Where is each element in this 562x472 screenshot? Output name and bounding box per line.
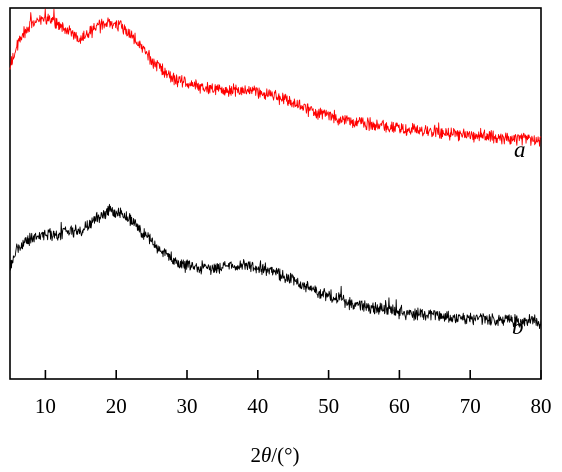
x-axis-title-prefix: 2 bbox=[250, 443, 261, 467]
x-tick-label: 30 bbox=[177, 394, 198, 418]
x-axis-ticks bbox=[44, 370, 542, 379]
x-axis-title-unit: /(°) bbox=[271, 443, 299, 467]
series-label-a: a bbox=[514, 137, 526, 162]
x-tick-label: 80 bbox=[531, 394, 552, 418]
series-line-b bbox=[9, 203, 542, 330]
series-label-b: b bbox=[512, 314, 524, 339]
x-tick-label: 40 bbox=[247, 394, 268, 418]
x-tick-label: 60 bbox=[389, 394, 410, 418]
x-axis-title: 2θ/(°) bbox=[250, 443, 299, 467]
plot-frame bbox=[9, 7, 542, 380]
x-tick-label: 70 bbox=[460, 394, 481, 418]
x-axis-tick-labels: 10 20 30 40 50 60 70 80 bbox=[35, 394, 552, 418]
x-tick-label: 20 bbox=[106, 394, 127, 418]
series-line-a bbox=[9, 8, 542, 147]
x-axis-title-theta: θ bbox=[261, 443, 271, 467]
series-curves bbox=[9, 8, 542, 330]
x-tick-label: 10 bbox=[35, 394, 56, 418]
x-tick-label: 50 bbox=[318, 394, 339, 418]
